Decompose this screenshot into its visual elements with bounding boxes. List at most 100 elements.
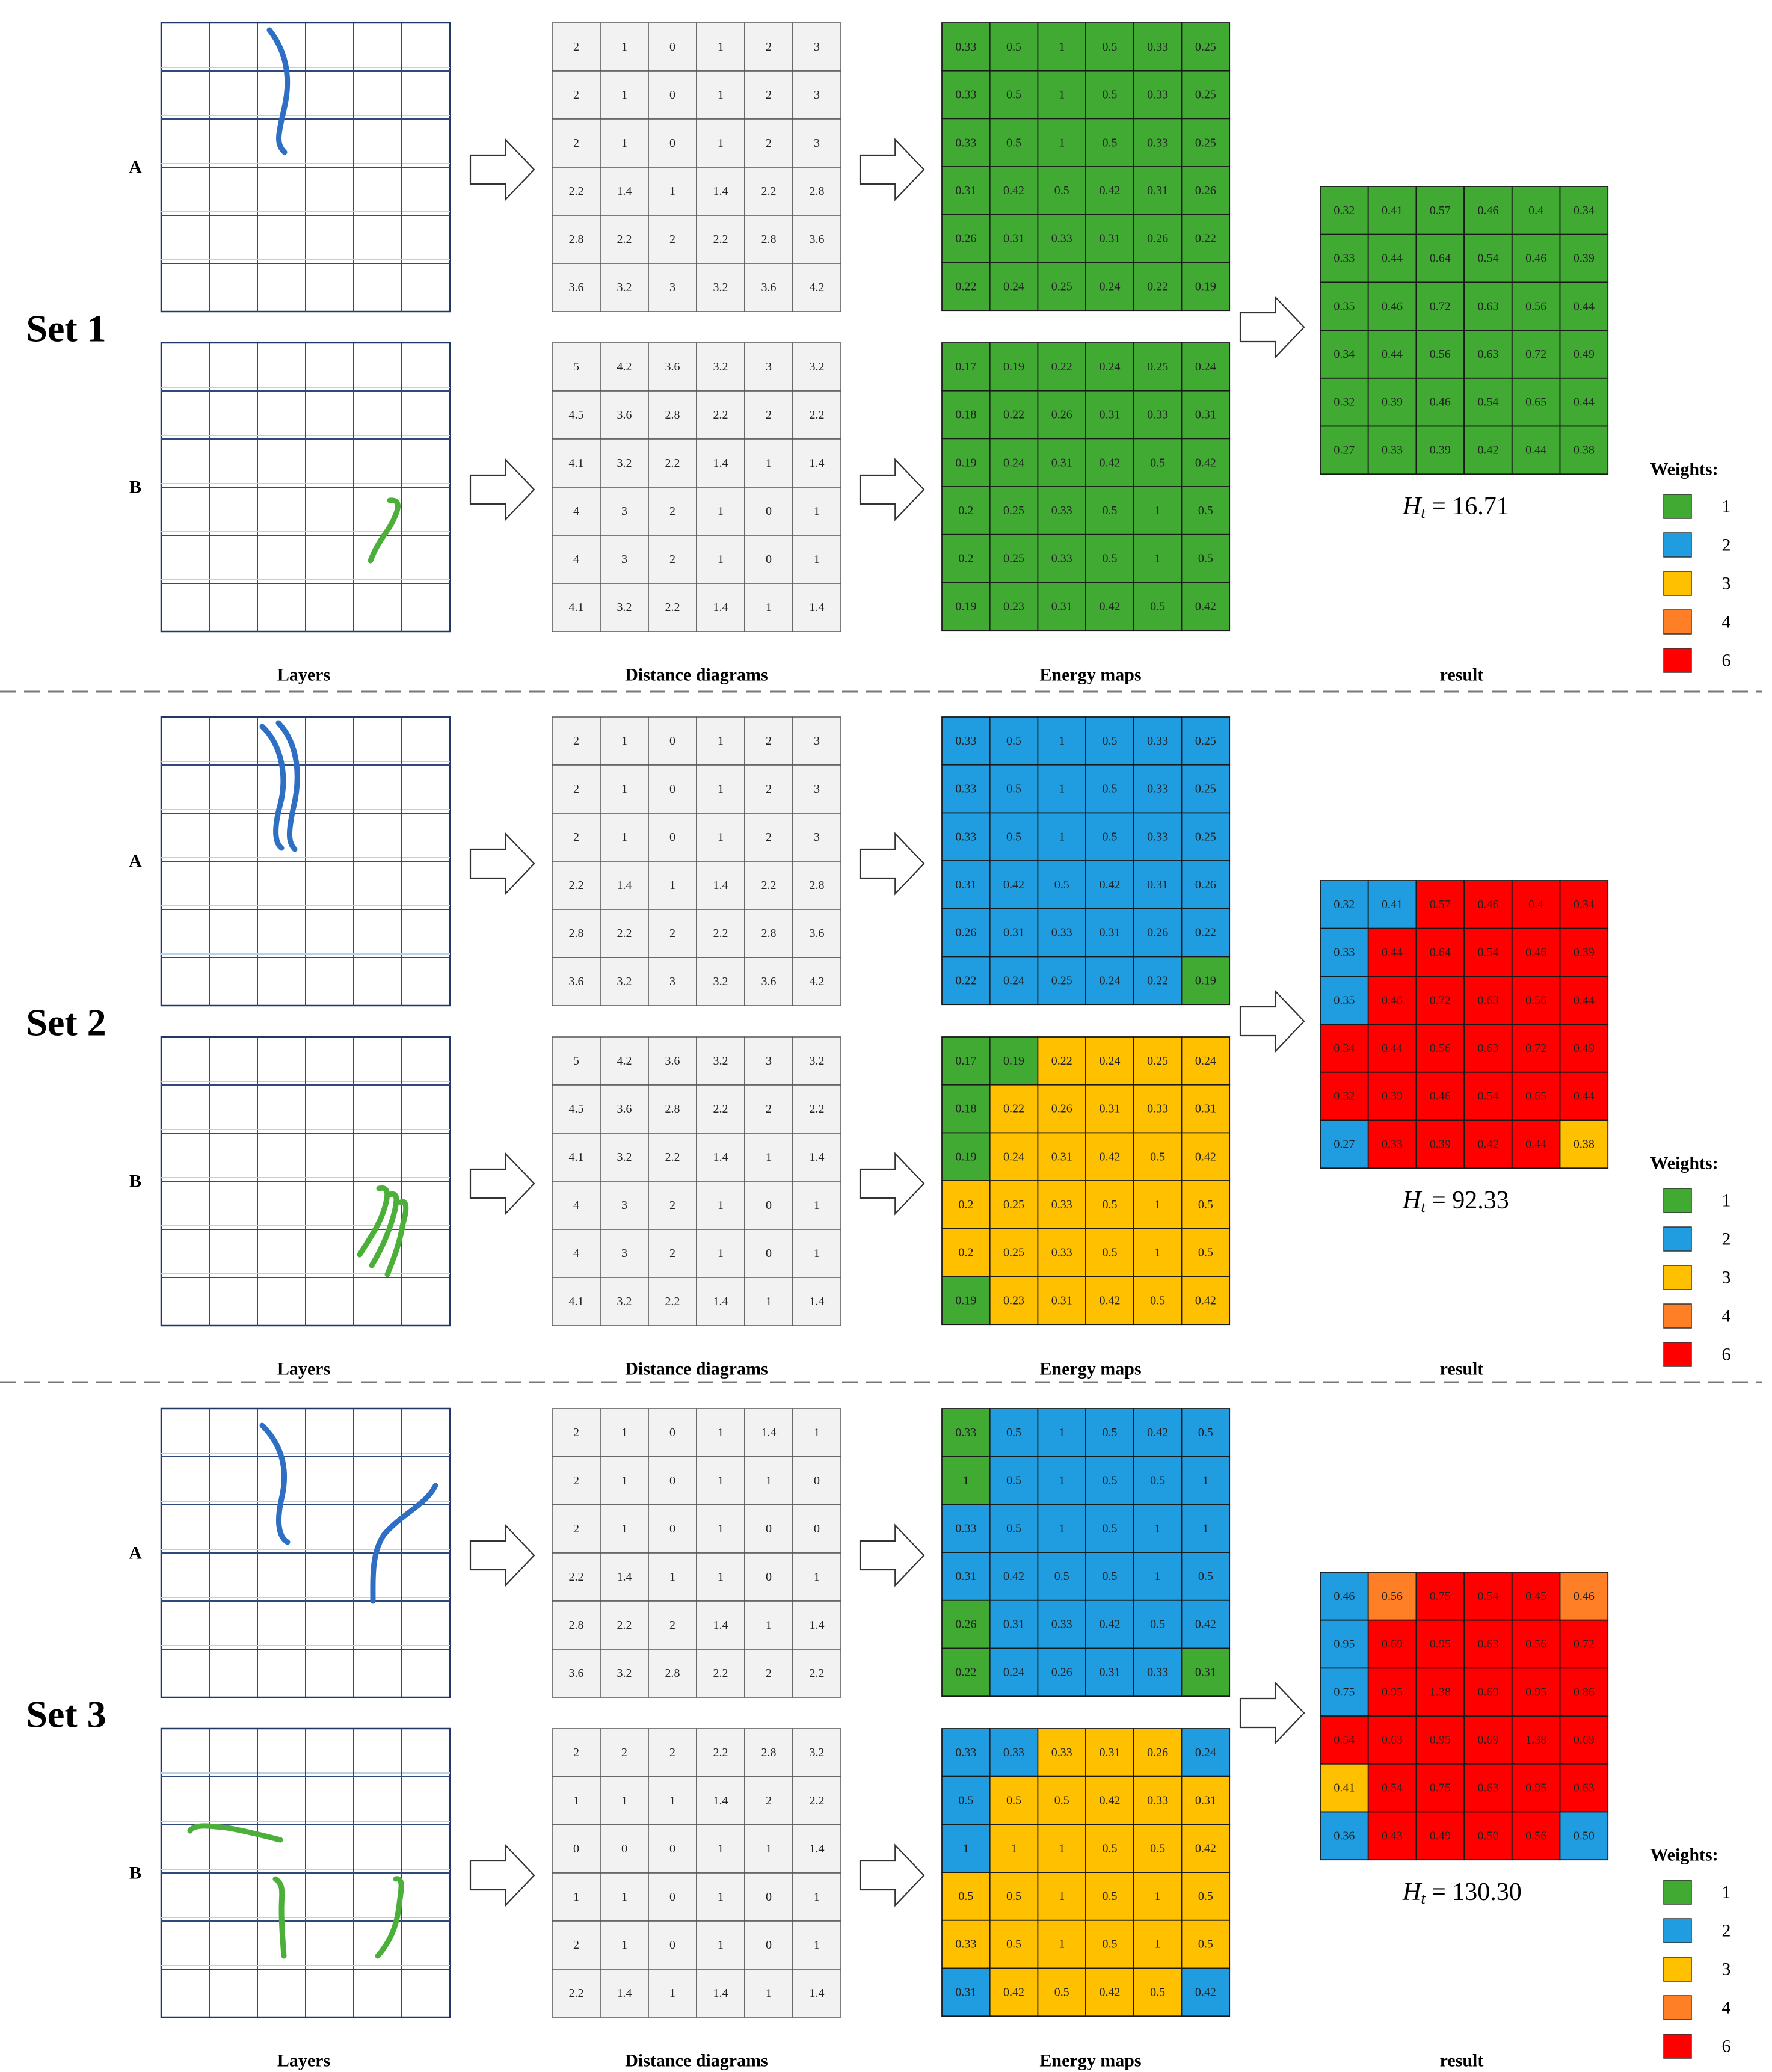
distance-map-a-cell: [744, 118, 793, 168]
energy-map-b-value: 0.5: [1198, 1198, 1213, 1211]
energy-map-a-cell: [1133, 1504, 1183, 1553]
distance-map-b-value: 1.4: [810, 1151, 825, 1164]
result-map-cell: [1463, 1572, 1513, 1621]
result-map-value: 1.38: [1430, 1685, 1451, 1698]
result-map-cell: [1511, 233, 1561, 283]
energy-map-b-value: 0.33: [1051, 1198, 1072, 1211]
distance-map-a-cell: [648, 813, 697, 862]
result-map-cell: [1511, 1811, 1561, 1861]
layer-b-grid: [160, 1727, 451, 2018]
distance-map-a-value: 2: [573, 831, 579, 844]
result-map-cell: [1415, 377, 1465, 427]
footer-layers: Layers: [277, 1359, 330, 1379]
distance-map-a-value: 1: [621, 734, 627, 748]
distance-map-b-value: 0: [621, 1842, 627, 1855]
footer-result: result: [1440, 665, 1484, 685]
set-2-panel: Set 2 A 2 1 0 1 2 3 2 1 0 1 2 3 2 1 0 1 2 3 2.2 1.4 1 1.4 2.2 2.8…: [26, 716, 1731, 1379]
result-map-value: 0.95: [1382, 1685, 1403, 1698]
set-1-panel: Set 1 A 2 1 0 1 2 3 2 1 0 1 2 3 2 1 0 1 2 3 2.2 1.4 1 1.4 2.2 2.8…: [26, 22, 1731, 685]
distance-map-b-cell: [648, 1036, 697, 1086]
energy-map-b-cell: [1181, 1872, 1231, 1921]
distance-map-b-cell: [552, 438, 601, 488]
result-map-cell: [1511, 1667, 1561, 1717]
energy-map-a-cell: [1181, 1504, 1231, 1553]
distance-map-a-value: 0: [814, 1474, 820, 1487]
distance-map-a-cell: [552, 263, 601, 312]
energy-map-a-value: 0.31: [1195, 1665, 1216, 1679]
energy-map-a-value: 0.26: [955, 232, 976, 245]
result-map-value: 0.69: [1574, 1733, 1595, 1747]
distance-map-b-value: 2.2: [810, 1794, 825, 1807]
distance-map-b-value: 1: [766, 1842, 772, 1855]
energy-map-a-value: 0.25: [1195, 136, 1216, 149]
energy-map-b-cell: [1037, 1872, 1087, 1921]
distance-map-a-cell: [648, 1649, 697, 1698]
arrow-icon: [469, 458, 535, 521]
energy-map-a-value: 1: [1059, 1426, 1065, 1439]
footer-distance: Distance diagrams: [625, 665, 768, 685]
distance-map-b-cell: [744, 1084, 793, 1134]
energy-map-b-value: 0.31: [955, 1985, 976, 1999]
distance-map-b-cell: [792, 1277, 841, 1326]
distance-map-b-value: 2.2: [665, 457, 680, 470]
distance-map-b-cell: [600, 1920, 649, 1970]
energy-map-a-value: 0.5: [1006, 1426, 1021, 1439]
distance-map-b-value: 4: [573, 1199, 579, 1212]
distance-map-b-value: 0: [766, 505, 772, 518]
energy-map-b: 0.33 0.33 0.33 0.31 0.26 0.24 0.5 0.5 0.5 0.42 0.3…: [941, 1728, 1231, 2017]
energy-map-b-value: 0.18: [955, 1102, 976, 1116]
energy-map-a-value: 0.33: [955, 1522, 976, 1535]
legend-label: 6: [1722, 2037, 1731, 2056]
distance-map-a-value: 0: [669, 1474, 675, 1487]
energy-map-b-value: 0.33: [1147, 1102, 1168, 1116]
result-map-value: 0.34: [1574, 898, 1595, 911]
energy-map-b-cell: [1181, 1824, 1231, 1873]
energy-map-a-cell: [1133, 1456, 1183, 1505]
energy-map-a-value: 0.42: [1099, 184, 1120, 197]
footer-layers: Layers: [277, 665, 330, 685]
distance-map-b-value: 1: [621, 1938, 627, 1952]
energy-map-b-cell: [1133, 486, 1183, 535]
distance-map-a-cell: [552, 167, 601, 216]
energy-map-b-value: 0.24: [1195, 360, 1216, 374]
result-map-value: 0.69: [1382, 1638, 1403, 1651]
result-map-value: 0.41: [1334, 1781, 1355, 1795]
distance-map-b-cell: [600, 1133, 649, 1182]
energy-map-a-value: 0.42: [1099, 1618, 1120, 1631]
distance-map-b-cell: [648, 1133, 697, 1182]
energy-map-a-value: 0.26: [1195, 878, 1216, 891]
energy-map-b-value: 0.33: [1147, 1794, 1168, 1807]
distance-map-a: 2 1 0 1 2 3 2 1 0 1 2 3 2 1 0 1 2 3 2.2 1.4 1 1.4 2.2 2.8 2.8 2.2…: [552, 716, 841, 1006]
energy-map-a-value: 0.31: [1099, 1665, 1120, 1679]
distance-map-b-value: 1: [766, 601, 772, 614]
distance-map-b-cell: [648, 1872, 697, 1922]
distance-map-b-value: 0: [573, 1842, 579, 1855]
result-map-cell: [1320, 377, 1369, 427]
distance-map-b-value: 1.4: [713, 1794, 728, 1807]
distance-map-a-value: 0: [814, 1522, 820, 1536]
result-map-value: 0.64: [1430, 252, 1451, 265]
distance-map-a-value: 2.2: [569, 879, 584, 892]
distance-map-a-value: 3: [814, 88, 820, 102]
energy-map-b-value: 0.42: [1099, 1294, 1120, 1307]
result-map-cell: [1320, 186, 1369, 235]
result-map-cell: [1559, 1071, 1609, 1121]
energy-map-a-cell: [1085, 1647, 1134, 1697]
distance-map-b-value: 1: [814, 1938, 820, 1952]
legend-swatch: [1663, 1957, 1692, 1982]
distance-map-a-cell: [696, 861, 745, 910]
footer-energy: Energy maps: [1039, 2051, 1141, 2071]
distance-map-a-value: 1: [669, 879, 675, 892]
distance-map-b-cell: [792, 1181, 841, 1230]
energy-map-b-value: 0.5: [958, 1890, 973, 1903]
distance-map-b-value: 3: [621, 1199, 627, 1212]
energy-map-b-value: 0.24: [1003, 1150, 1024, 1163]
energy-map-b-value: 1: [1155, 1198, 1161, 1211]
distance-map-b-cell: [600, 438, 649, 488]
layer-label: A: [129, 1543, 142, 1563]
result-map-cell: [1511, 880, 1561, 929]
distance-map-b-cell: [552, 1084, 601, 1134]
distance-map-a-cell: [648, 167, 697, 216]
distance-map-a-cell: [696, 957, 745, 1006]
